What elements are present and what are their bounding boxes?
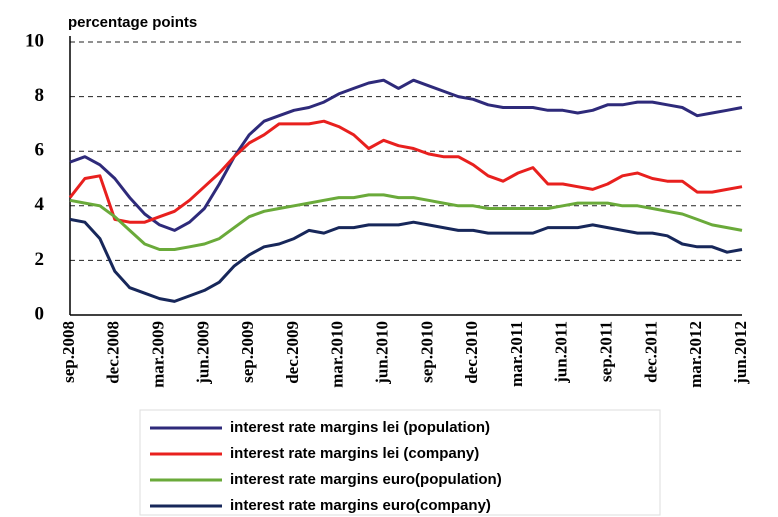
x-tick-label: sep.2010 <box>417 321 436 383</box>
legend-label: interest rate margins lei (population) <box>230 419 490 436</box>
legend-label: interest rate margins lei (company) <box>230 445 479 462</box>
y-axis-label: percentage points <box>68 14 197 31</box>
legend-label: interest rate margins euro(company) <box>230 497 491 514</box>
x-tick-label: jun.2010 <box>373 321 392 385</box>
y-tick-label: 10 <box>25 30 44 51</box>
x-tick-label: sep.2009 <box>238 321 257 383</box>
x-tick-label: mar.2010 <box>328 321 347 388</box>
x-tick-label: sep.2011 <box>597 321 616 382</box>
legend-label: interest rate margins euro(population) <box>230 471 502 488</box>
x-tick-label: jun.2009 <box>193 321 212 385</box>
legend-box <box>139 409 661 516</box>
series-line <box>69 78 743 232</box>
series-line <box>69 193 743 251</box>
x-tick-label: dec.2008 <box>104 321 123 384</box>
y-tick-label: 4 <box>35 194 45 215</box>
x-tick-label: jun.2012 <box>731 321 750 385</box>
y-tick-label: 6 <box>35 140 45 161</box>
x-tick-label: dec.2009 <box>283 321 302 384</box>
y-tick-label: 2 <box>35 249 45 270</box>
x-tick-label: dec.2010 <box>462 321 481 384</box>
x-tick-label: mar.2012 <box>686 321 705 388</box>
x-tick-label: sep.2008 <box>59 321 78 383</box>
x-tick-label: mar.2009 <box>149 321 168 388</box>
x-tick-label: jun.2011 <box>552 321 571 384</box>
y-tick-label: 0 <box>35 303 45 324</box>
x-tick-label: dec.2011 <box>641 321 660 383</box>
x-tick-label: mar.2011 <box>507 321 526 387</box>
series-line <box>69 217 743 303</box>
y-tick-label: 8 <box>35 85 45 106</box>
series-line <box>68 119 743 224</box>
